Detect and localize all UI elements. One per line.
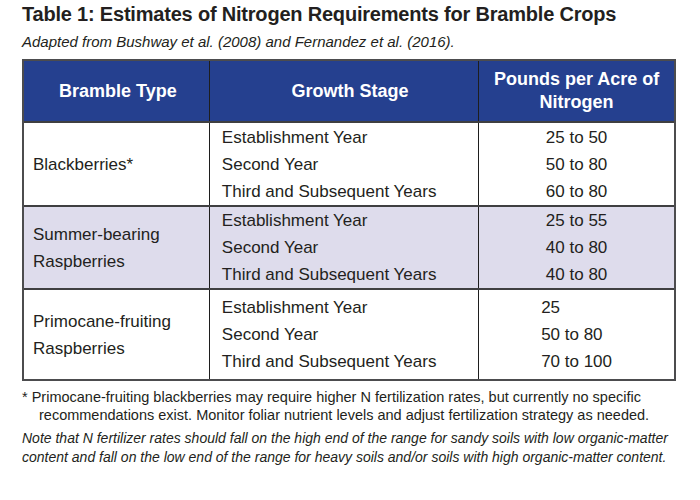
value-line: 50 to 80 bbox=[546, 151, 607, 178]
header-cell-growth-stage: Growth Stage bbox=[209, 61, 478, 121]
bramble-type-cell: Summer-bearing Raspberries bbox=[24, 207, 209, 288]
value-line: 25 to 50 bbox=[546, 124, 607, 151]
table-row-blackberries: Blackberries* Establishment Year Second … bbox=[24, 121, 674, 205]
document-page: Table 1: Estimates of Nitrogen Requireme… bbox=[0, 0, 700, 500]
header-cell-bramble-type: Bramble Type bbox=[24, 61, 209, 121]
bramble-type-cell: Blackberries* bbox=[24, 123, 209, 205]
table-row-summer-bearing-raspberries: Summer-bearing Raspberries Establishment… bbox=[24, 205, 674, 288]
stage-line: Establishment Year bbox=[222, 294, 478, 321]
page-title: Table 1: Estimates of Nitrogen Requireme… bbox=[22, 3, 678, 26]
value-line: 70 to 100 bbox=[541, 348, 612, 375]
value-line: 60 to 80 bbox=[546, 178, 607, 205]
header-cell-pounds-per-acre: Pounds per Acre of Nitrogen bbox=[478, 61, 674, 121]
stage-line: Third and Subsequent Years bbox=[222, 348, 478, 375]
nitrogen-value-cell: 25 to 55 40 to 80 40 to 80 bbox=[478, 207, 674, 288]
table-header-row: Bramble Type Growth Stage Pounds per Acr… bbox=[24, 61, 674, 121]
stage-line: Second Year bbox=[222, 234, 478, 261]
growth-stage-cell: Establishment Year Second Year Third and… bbox=[209, 290, 478, 379]
value-block: 25 to 50 50 to 80 60 to 80 bbox=[546, 124, 607, 205]
value-line: 40 to 80 bbox=[546, 234, 607, 261]
stage-line: Second Year bbox=[222, 151, 478, 178]
stage-line: Establishment Year bbox=[222, 207, 478, 234]
subtitle-citation: Adapted from Bushway et al. (2008) and F… bbox=[22, 33, 678, 50]
stage-line: Establishment Year bbox=[222, 124, 478, 151]
value-block: 25 50 to 80 70 to 100 bbox=[541, 294, 612, 375]
value-line: 50 to 80 bbox=[541, 321, 612, 348]
asterisk-footnote: * Primocane-fruiting blackberries may re… bbox=[22, 388, 680, 424]
value-block: 25 to 55 40 to 80 40 to 80 bbox=[546, 207, 607, 288]
growth-stage-cell: Establishment Year Second Year Third and… bbox=[209, 207, 478, 288]
nitrogen-value-cell: 25 50 to 80 70 to 100 bbox=[478, 290, 674, 379]
value-line: 40 to 80 bbox=[546, 261, 607, 288]
growth-stage-cell: Establishment Year Second Year Third and… bbox=[209, 123, 478, 205]
stage-line: Third and Subsequent Years bbox=[222, 178, 478, 205]
value-line: 25 bbox=[541, 294, 612, 321]
fertilizer-rate-note: Note that N fertilizer rates should fall… bbox=[22, 429, 680, 467]
stage-line: Third and Subsequent Years bbox=[222, 261, 478, 288]
bramble-type-cell: Primocane-fruiting Raspberries bbox=[24, 290, 209, 379]
nitrogen-value-cell: 25 to 50 50 to 80 60 to 80 bbox=[478, 123, 674, 205]
value-line: 25 to 55 bbox=[546, 207, 607, 234]
stage-line: Second Year bbox=[222, 321, 478, 348]
table-row-primocane-fruiting-raspberries: Primocane-fruiting Raspberries Establish… bbox=[24, 288, 674, 379]
nitrogen-requirements-table: Bramble Type Growth Stage Pounds per Acr… bbox=[22, 59, 676, 381]
